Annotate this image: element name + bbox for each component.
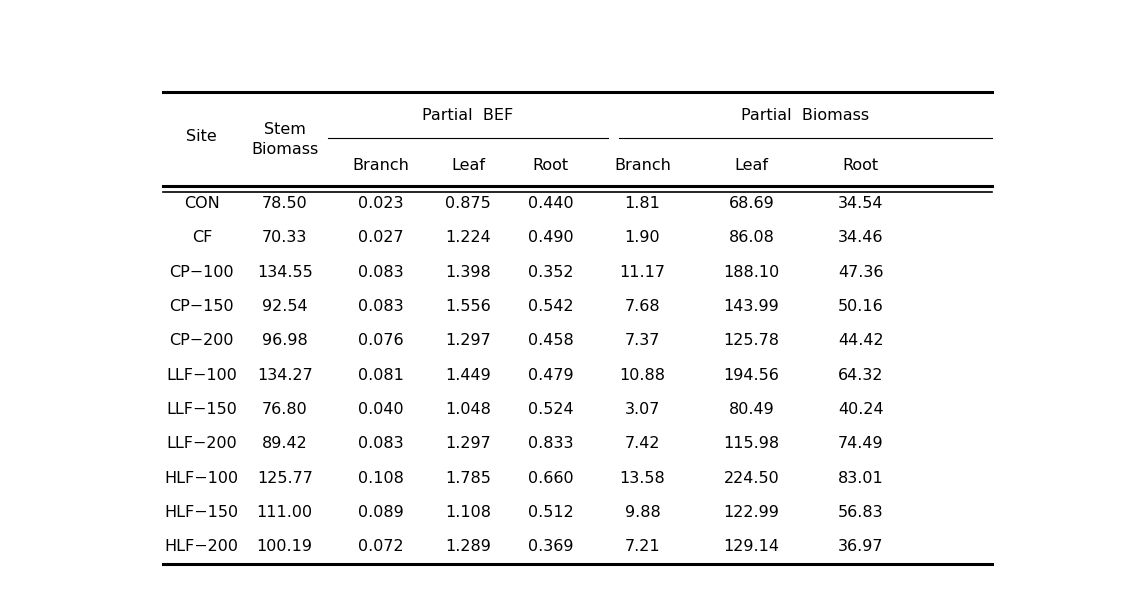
Text: 96.98: 96.98 (262, 333, 307, 348)
Text: Partial  BEF: Partial BEF (422, 108, 513, 123)
Text: 1.108: 1.108 (445, 505, 491, 520)
Text: CP−200: CP−200 (170, 333, 234, 348)
Text: LLF−200: LLF−200 (167, 436, 238, 452)
Text: LLF−150: LLF−150 (167, 402, 238, 417)
Text: 125.78: 125.78 (724, 333, 779, 348)
Text: 0.524: 0.524 (528, 402, 574, 417)
Text: 134.27: 134.27 (257, 368, 313, 382)
Text: 13.58: 13.58 (619, 470, 665, 486)
Text: 0.083: 0.083 (358, 265, 403, 280)
Text: 74.49: 74.49 (838, 436, 884, 452)
Text: 0.542: 0.542 (528, 299, 574, 314)
Text: 56.83: 56.83 (838, 505, 884, 520)
Text: 40.24: 40.24 (838, 402, 884, 417)
Text: Branch: Branch (352, 158, 409, 172)
Text: 0.479: 0.479 (528, 368, 574, 382)
Text: 1.785: 1.785 (445, 470, 491, 486)
Text: 34.46: 34.46 (838, 230, 884, 245)
Text: 50.16: 50.16 (838, 299, 884, 314)
Text: 1.556: 1.556 (445, 299, 491, 314)
Text: Site: Site (187, 130, 217, 144)
Text: 70.33: 70.33 (262, 230, 307, 245)
Text: 0.027: 0.027 (358, 230, 403, 245)
Text: 125.77: 125.77 (257, 470, 313, 486)
Text: 64.32: 64.32 (838, 368, 884, 382)
Text: Root: Root (842, 158, 878, 172)
Text: Partial  Biomass: Partial Biomass (741, 108, 869, 123)
Text: 0.083: 0.083 (358, 436, 403, 452)
Text: 10.88: 10.88 (619, 368, 665, 382)
Text: 3.07: 3.07 (625, 402, 660, 417)
Text: 143.99: 143.99 (724, 299, 779, 314)
Text: CON: CON (184, 196, 220, 211)
Text: 7.68: 7.68 (625, 299, 660, 314)
Text: 89.42: 89.42 (262, 436, 307, 452)
Text: 7.37: 7.37 (625, 333, 660, 348)
Text: Stem
Biomass: Stem Biomass (251, 122, 319, 156)
Text: 1.048: 1.048 (445, 402, 491, 417)
Text: 0.440: 0.440 (528, 196, 574, 211)
Text: 36.97: 36.97 (838, 540, 884, 554)
Text: 1.224: 1.224 (445, 230, 491, 245)
Text: 0.369: 0.369 (528, 540, 573, 554)
Text: CF: CF (191, 230, 212, 245)
Text: 0.352: 0.352 (528, 265, 573, 280)
Text: 9.88: 9.88 (625, 505, 660, 520)
Text: 100.19: 100.19 (257, 540, 313, 554)
Text: 7.21: 7.21 (625, 540, 660, 554)
Text: 0.660: 0.660 (528, 470, 574, 486)
Text: 44.42: 44.42 (838, 333, 884, 348)
Text: Branch: Branch (614, 158, 671, 172)
Text: CP−150: CP−150 (170, 299, 234, 314)
Text: 134.55: 134.55 (257, 265, 313, 280)
Text: Leaf: Leaf (734, 158, 769, 172)
Text: 86.08: 86.08 (729, 230, 775, 245)
Text: 0.023: 0.023 (358, 196, 403, 211)
Text: 0.089: 0.089 (358, 505, 403, 520)
Text: 1.398: 1.398 (445, 265, 491, 280)
Text: LLF−100: LLF−100 (167, 368, 238, 382)
Text: 78.50: 78.50 (262, 196, 307, 211)
Text: 0.458: 0.458 (528, 333, 574, 348)
Text: 0.072: 0.072 (358, 540, 403, 554)
Text: 1.90: 1.90 (625, 230, 660, 245)
Text: Leaf: Leaf (452, 158, 485, 172)
Text: 1.289: 1.289 (445, 540, 491, 554)
Text: 68.69: 68.69 (729, 196, 775, 211)
Text: 1.297: 1.297 (445, 436, 491, 452)
Text: 111.00: 111.00 (257, 505, 313, 520)
Text: HLF−100: HLF−100 (164, 470, 239, 486)
Text: 92.54: 92.54 (262, 299, 307, 314)
Text: 1.449: 1.449 (445, 368, 491, 382)
Text: 7.42: 7.42 (625, 436, 660, 452)
Text: 83.01: 83.01 (838, 470, 884, 486)
Text: 194.56: 194.56 (724, 368, 779, 382)
Text: 0.040: 0.040 (358, 402, 403, 417)
Text: 0.081: 0.081 (358, 368, 403, 382)
Text: 0.490: 0.490 (528, 230, 574, 245)
Text: 0.076: 0.076 (358, 333, 403, 348)
Text: 188.10: 188.10 (724, 265, 779, 280)
Text: 1.81: 1.81 (625, 196, 661, 211)
Text: Root: Root (533, 158, 569, 172)
Text: 11.17: 11.17 (619, 265, 665, 280)
Text: 34.54: 34.54 (838, 196, 884, 211)
Text: 47.36: 47.36 (838, 265, 884, 280)
Text: 0.512: 0.512 (528, 505, 574, 520)
Text: 1.297: 1.297 (445, 333, 491, 348)
Text: 129.14: 129.14 (724, 540, 779, 554)
Text: 0.875: 0.875 (445, 196, 491, 211)
Text: 224.50: 224.50 (724, 470, 779, 486)
Text: 76.80: 76.80 (262, 402, 307, 417)
Text: CP−100: CP−100 (170, 265, 234, 280)
Text: 0.108: 0.108 (358, 470, 403, 486)
Text: HLF−150: HLF−150 (164, 505, 239, 520)
Text: 115.98: 115.98 (724, 436, 779, 452)
Text: 80.49: 80.49 (729, 402, 775, 417)
Text: HLF−200: HLF−200 (164, 540, 239, 554)
Text: 0.083: 0.083 (358, 299, 403, 314)
Text: 122.99: 122.99 (724, 505, 779, 520)
Text: 0.833: 0.833 (528, 436, 573, 452)
